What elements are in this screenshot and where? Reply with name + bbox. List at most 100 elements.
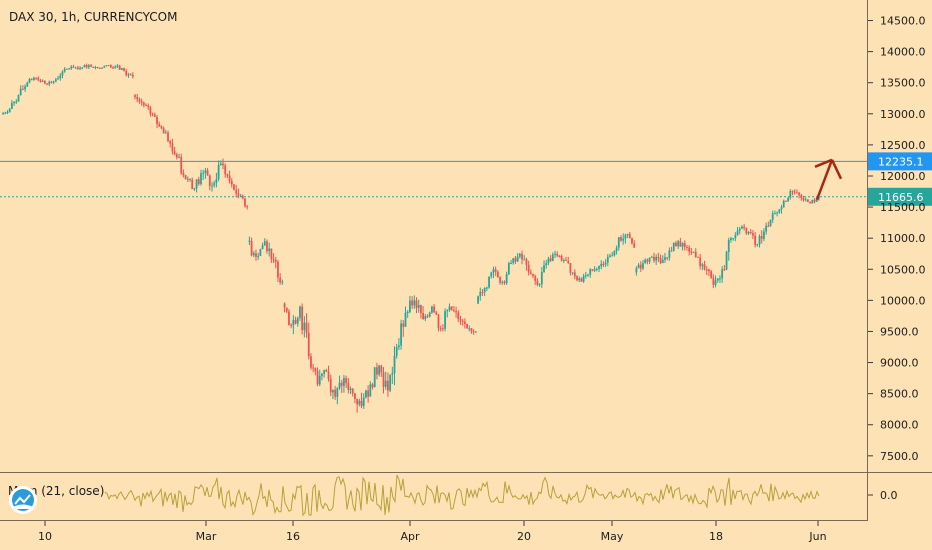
candle-body[interactable]: [483, 287, 486, 293]
candle-body[interactable]: [79, 67, 81, 70]
candle-body[interactable]: [63, 68, 66, 72]
candle-body[interactable]: [793, 191, 796, 193]
candle-body[interactable]: [543, 265, 545, 272]
candle-body[interactable]: [419, 305, 422, 314]
candle-body[interactable]: [591, 269, 594, 271]
candle-body[interactable]: [472, 331, 475, 333]
candle-body[interactable]: [334, 389, 337, 397]
candle-body[interactable]: [283, 303, 286, 308]
candle-body[interactable]: [444, 311, 446, 329]
candle-body[interactable]: [30, 79, 33, 81]
arrow-shaft[interactable]: [815, 159, 834, 201]
candle-body[interactable]: [690, 251, 693, 253]
candle-body[interactable]: [507, 263, 510, 275]
candle-body[interactable]: [32, 77, 35, 80]
candle-body[interactable]: [622, 238, 625, 241]
candle-body[interactable]: [584, 275, 587, 277]
candle-body[interactable]: [538, 284, 541, 286]
candle-body[interactable]: [637, 264, 640, 269]
candle-body[interactable]: [430, 306, 433, 313]
candle-body[interactable]: [602, 264, 605, 266]
candle-body[interactable]: [354, 393, 356, 399]
candle-body[interactable]: [316, 371, 319, 385]
candle-body[interactable]: [655, 256, 658, 261]
candle-body[interactable]: [356, 398, 359, 405]
candle-body[interactable]: [463, 321, 466, 324]
candle-body[interactable]: [499, 277, 501, 283]
candle-body[interactable]: [307, 332, 310, 357]
candle-body[interactable]: [754, 235, 757, 245]
candle-body[interactable]: [248, 240, 251, 242]
candle-body[interactable]: [567, 260, 570, 264]
candle-body[interactable]: [639, 264, 642, 269]
candle-body[interactable]: [142, 102, 145, 106]
candle-body[interactable]: [193, 188, 196, 190]
candle-body[interactable]: [646, 259, 649, 262]
candle-body[interactable]: [156, 116, 158, 125]
candle-body[interactable]: [448, 306, 451, 311]
candle-body[interactable]: [661, 259, 664, 264]
candle-body[interactable]: [160, 126, 163, 129]
candle-body[interactable]: [815, 198, 818, 202]
candle-body[interactable]: [468, 328, 471, 330]
candle-body[interactable]: [782, 200, 785, 208]
candle-body[interactable]: [569, 263, 572, 273]
candle-body[interactable]: [668, 250, 671, 258]
candle-body[interactable]: [296, 317, 299, 324]
candle-body[interactable]: [250, 240, 253, 256]
candle-body[interactable]: [433, 306, 435, 313]
candle-body[interactable]: [76, 67, 79, 70]
candle-body[interactable]: [288, 311, 290, 326]
candle-body[interactable]: [376, 367, 378, 375]
candle-body[interactable]: [521, 253, 523, 260]
candle-body[interactable]: [525, 259, 528, 265]
candle-body[interactable]: [387, 380, 389, 391]
candle-body[interactable]: [127, 74, 130, 76]
candle-body[interactable]: [8, 108, 11, 113]
candle-body[interactable]: [48, 81, 51, 85]
candle-body[interactable]: [57, 78, 59, 80]
candle-body[interactable]: [217, 164, 220, 180]
candle-body[interactable]: [224, 165, 227, 175]
candle-body[interactable]: [303, 322, 306, 331]
candle-body[interactable]: [422, 313, 424, 320]
candle-body[interactable]: [664, 257, 666, 260]
candle-body[interactable]: [94, 67, 97, 69]
candle-body[interactable]: [510, 263, 512, 265]
candle-body[interactable]: [494, 269, 497, 272]
candle-body[interactable]: [417, 305, 420, 308]
candle-body[interactable]: [129, 74, 132, 76]
candle-body[interactable]: [120, 68, 123, 70]
candle-body[interactable]: [239, 195, 242, 197]
momentum-line[interactable]: [104, 474, 820, 517]
candle-body[interactable]: [595, 268, 598, 270]
candle-body[interactable]: [532, 273, 534, 277]
candle-body[interactable]: [134, 95, 136, 98]
candle-body[interactable]: [694, 251, 697, 257]
candle-body[interactable]: [573, 272, 576, 277]
candle-body[interactable]: [211, 185, 213, 187]
candle-body[interactable]: [393, 355, 396, 374]
candle-body[interactable]: [175, 154, 178, 158]
candle-body[interactable]: [28, 79, 31, 83]
candle-body[interactable]: [162, 128, 165, 134]
candle-body[interactable]: [743, 226, 746, 229]
candle-body[interactable]: [523, 259, 526, 261]
candle-body[interactable]: [714, 280, 717, 285]
candle-body[interactable]: [536, 280, 539, 285]
candle-body[interactable]: [593, 269, 596, 271]
candle-body[interactable]: [191, 179, 194, 190]
candle-body[interactable]: [672, 242, 675, 251]
candle-body[interactable]: [723, 269, 726, 271]
candle-body[interactable]: [626, 234, 629, 236]
candle-body[interactable]: [807, 199, 809, 202]
candle-body[interactable]: [785, 200, 787, 202]
candle-body[interactable]: [26, 82, 29, 87]
candle-body[interactable]: [235, 189, 238, 194]
candle-body[interactable]: [268, 248, 271, 252]
candle-body[interactable]: [459, 319, 462, 321]
candle-body[interactable]: [173, 151, 176, 155]
candle-body[interactable]: [103, 66, 106, 68]
candle-body[interactable]: [81, 67, 84, 69]
